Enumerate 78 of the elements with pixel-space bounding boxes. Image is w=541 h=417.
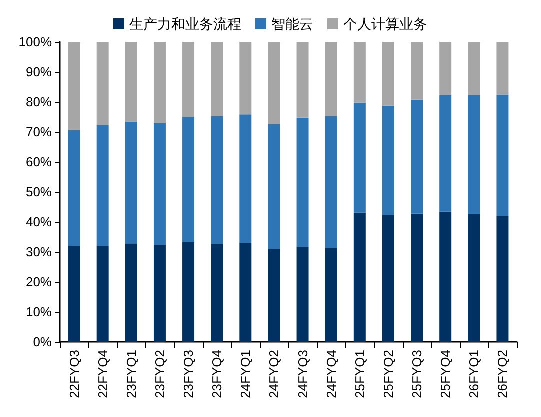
bar — [382, 106, 394, 216]
bar — [154, 42, 166, 124]
x-tick-label: 26FYQ1 — [466, 350, 482, 398]
bar — [125, 42, 138, 122]
bar — [211, 116, 224, 244]
bar — [411, 214, 424, 342]
y-tick-label: 80% — [26, 94, 52, 110]
y-tick-label: 40% — [26, 214, 52, 230]
bar — [382, 42, 394, 106]
x-tick-label: 24FYQ2 — [266, 350, 282, 398]
bar — [182, 242, 195, 342]
bar — [325, 116, 338, 248]
bar — [468, 42, 480, 96]
y-tick-label: 10% — [26, 304, 52, 320]
x-tick-label: 23FYQ1 — [124, 350, 139, 398]
x-tick-label: 23FYQ3 — [181, 350, 196, 398]
x-tick-label: 24FYQ3 — [295, 350, 310, 398]
x-tick-label: 24FYQ4 — [324, 350, 339, 398]
y-tick-label: 20% — [26, 274, 52, 290]
legend-label: 生产力和业务流程 — [130, 16, 242, 32]
bar — [96, 125, 109, 246]
y-tick-label: 30% — [26, 244, 52, 260]
bar — [468, 214, 480, 342]
bar — [211, 42, 224, 116]
bar — [325, 248, 338, 342]
bar — [125, 122, 138, 244]
bar — [240, 42, 252, 115]
y-tick-label: 0% — [33, 334, 52, 350]
bar — [411, 42, 424, 100]
bar — [440, 212, 452, 342]
bar — [354, 102, 366, 213]
bar — [268, 249, 280, 342]
y-tick-label: 60% — [26, 154, 52, 170]
bar — [411, 100, 424, 214]
y-tick-label: 70% — [26, 124, 52, 140]
bar — [154, 245, 166, 342]
legend-label: 智能云 — [272, 16, 314, 32]
bar — [125, 244, 138, 342]
y-tick-label: 100% — [18, 34, 52, 50]
y-tick-label: 90% — [26, 64, 52, 80]
bar — [96, 42, 109, 126]
x-tick-label: 25FYQ4 — [438, 350, 454, 398]
bar — [182, 117, 195, 242]
bar — [496, 94, 509, 216]
x-tick-label: 25FYQ2 — [380, 350, 396, 398]
bar — [325, 42, 338, 116]
x-tick-label: 25FYQ3 — [410, 350, 425, 398]
x-tick-label: 24FYQ1 — [238, 350, 254, 398]
x-tick-label: 23FYQ2 — [152, 350, 168, 398]
bar — [354, 212, 366, 342]
bar — [296, 42, 309, 118]
bar — [382, 215, 394, 342]
bar — [496, 42, 509, 95]
bar — [182, 42, 195, 117]
bar — [268, 124, 280, 250]
bar — [240, 243, 252, 342]
x-tick-label: 22FYQ3 — [66, 350, 82, 398]
x-tick-label: 26FYQ2 — [495, 350, 510, 398]
bar — [96, 246, 109, 342]
bar — [496, 216, 509, 342]
bar — [296, 247, 309, 342]
bar — [268, 42, 280, 124]
bar — [68, 42, 80, 130]
bar — [240, 114, 252, 243]
bar — [440, 95, 452, 212]
x-tick-label: 25FYQ1 — [352, 350, 368, 398]
bar — [154, 123, 166, 246]
bar — [68, 130, 80, 246]
legend-label: 个人计算业务 — [344, 16, 428, 32]
x-tick-label: 23FYQ4 — [210, 350, 225, 398]
y-tick-label: 50% — [26, 184, 52, 200]
bar — [211, 244, 224, 342]
bar — [68, 246, 80, 342]
bar — [468, 95, 480, 214]
bar — [354, 42, 366, 103]
bar — [440, 42, 452, 96]
bar — [296, 118, 309, 248]
x-tick-label: 22FYQ4 — [95, 350, 110, 398]
